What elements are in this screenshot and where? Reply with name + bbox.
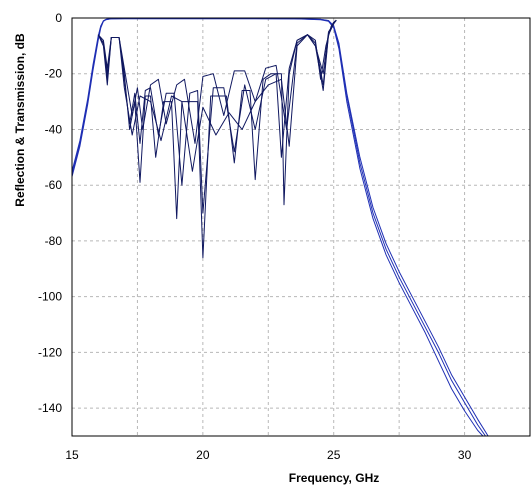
reflection-trace-7 <box>97 19 337 172</box>
x-tick-label: 15 <box>65 448 79 462</box>
x-tick-label: 20 <box>196 448 210 462</box>
y-axis-title: Reflection & Transmission, dB <box>13 33 27 207</box>
y-tick-label: -40 <box>45 122 63 136</box>
x-tick-label: 25 <box>327 448 341 462</box>
plot-background <box>72 18 530 436</box>
y-tick-label: -60 <box>45 178 63 192</box>
x-tick-label: 30 <box>458 448 472 462</box>
traces <box>72 18 489 436</box>
transmission-trace-3 <box>72 18 489 436</box>
y-tick-label: -100 <box>38 290 62 304</box>
transmission-trace-2 <box>72 18 484 436</box>
x-ticks: 15 20 25 30 <box>65 448 471 462</box>
y-tick-label: -20 <box>45 67 63 81</box>
y-tick-label: -140 <box>38 401 62 415</box>
y-tick-label: -80 <box>45 234 63 248</box>
y-ticks: 0 -20 -40 -60 -80 -100 -120 -140 <box>38 11 62 415</box>
x-axis-title: Frequency, GHz <box>289 471 379 485</box>
grid <box>72 18 530 436</box>
y-tick-label: 0 <box>55 11 62 25</box>
y-tick-label: -120 <box>38 345 62 359</box>
plot-frame <box>71 17 531 437</box>
